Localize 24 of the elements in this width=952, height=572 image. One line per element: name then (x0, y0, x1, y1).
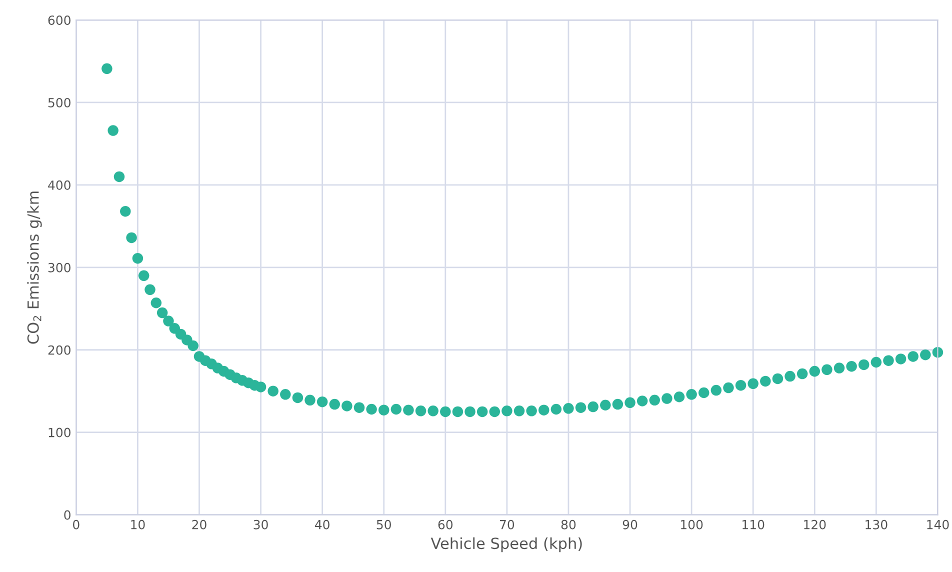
x-tick-label: 70 (500, 520, 514, 530)
x-tick-label: 140 (927, 520, 949, 530)
x-tick-label: 100 (681, 520, 703, 530)
x-tick-label: 50 (376, 520, 391, 530)
y-tick-label: 200 (48, 345, 70, 355)
x-tick-label: 80 (561, 520, 576, 530)
y-tick-label: 400 (48, 180, 70, 190)
y-tick-label: 500 (48, 98, 70, 108)
x-tick-label: 130 (866, 520, 888, 530)
x-tick-label: 0 (73, 520, 80, 530)
y-tick-label: 300 (48, 262, 70, 272)
x-tick-label: 20 (192, 520, 206, 530)
x-tick-label: 90 (622, 520, 638, 530)
x-tick-label: 120 (804, 520, 826, 530)
y-tick-label: 600 (48, 15, 70, 25)
y-axis-title: CO$_{2}$ Emissions g/km (27, 192, 42, 344)
x-tick-label: 40 (314, 520, 330, 530)
x-tick-label: 110 (742, 520, 764, 530)
y-tick-label: 100 (48, 428, 70, 438)
x-axis-title: Vehicle Speed (kph) (430, 537, 582, 552)
y-tick-label: 0 (64, 510, 70, 520)
x-tick-label: 60 (438, 520, 453, 530)
x-tick-label: 30 (254, 520, 268, 530)
x-tick-label: 10 (131, 520, 145, 530)
